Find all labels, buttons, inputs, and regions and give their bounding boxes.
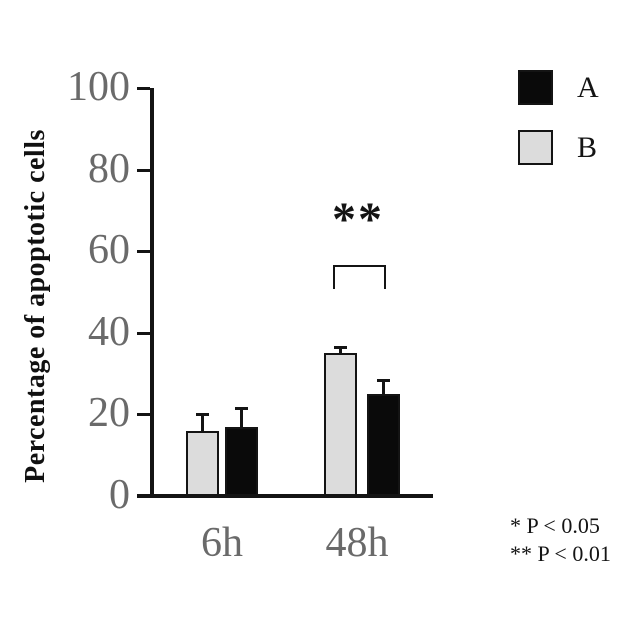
y-tick-label-100: 100 — [67, 64, 130, 111]
error-bar-cap-48h-B — [334, 346, 347, 350]
legend-swatch-b-gray — [518, 130, 553, 165]
legend: A B — [518, 70, 599, 190]
y-tick-mark-80 — [137, 168, 150, 172]
y-tick-mark-20 — [137, 413, 150, 417]
legend-item-b: B — [518, 130, 599, 165]
error-bar-cap-48h-A — [377, 378, 390, 382]
significance-key: * P < 0.05 ** P < 0.01 — [510, 512, 611, 568]
legend-item-a: A — [518, 70, 599, 105]
x-category-label-6h: 6h — [201, 520, 243, 566]
significance-asterisks: ** — [332, 193, 384, 246]
x-category-label-48h: 48h — [325, 520, 389, 566]
error-bar-cap-6h-B — [196, 413, 209, 417]
error-bar-stem-6h-A — [240, 408, 243, 427]
footnote-p-0-01: ** P < 0.01 — [510, 541, 611, 566]
y-tick-mark-100 — [137, 87, 150, 90]
legend-label-b: B — [577, 130, 598, 164]
y-tick-mark-40 — [137, 331, 150, 335]
y-tick-label-0: 0 — [109, 472, 130, 519]
bar-6h-B — [186, 430, 219, 496]
y-axis-line — [150, 88, 154, 498]
error-bar-cap-6h-A — [235, 407, 248, 411]
footnote-p-0-05: * P < 0.05 — [510, 513, 600, 538]
y-tick-label-80: 80 — [88, 145, 130, 192]
y-tick-label-20: 20 — [88, 390, 130, 437]
significance-bracket — [333, 265, 386, 289]
y-tick-mark-60 — [137, 250, 150, 254]
legend-label-a: A — [577, 70, 599, 104]
bar-48h-A — [367, 394, 400, 496]
error-bar-stem-48h-A — [382, 379, 385, 394]
legend-swatch-a-black — [518, 70, 553, 105]
bar-48h-B — [324, 353, 357, 496]
error-bar-stem-48h-B — [339, 347, 342, 354]
bar-6h-A — [225, 426, 258, 496]
x-axis-line — [137, 494, 433, 498]
y-tick-label-60: 60 — [88, 227, 130, 274]
y-axis-title: Percentage of apoptotic cells — [20, 129, 51, 483]
error-bar-stem-6h-B — [201, 414, 204, 431]
y-tick-label-40: 40 — [88, 308, 130, 355]
